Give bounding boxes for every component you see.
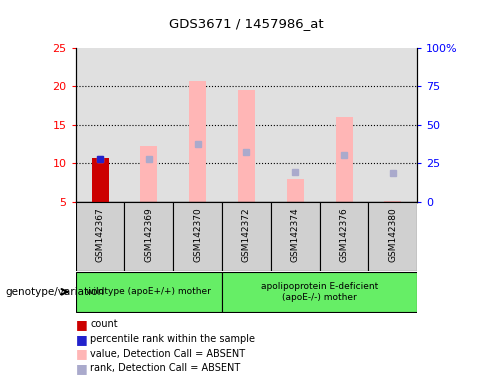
Bar xyxy=(76,48,124,202)
FancyBboxPatch shape xyxy=(173,202,222,271)
Bar xyxy=(336,117,353,202)
Text: GSM142372: GSM142372 xyxy=(242,207,251,262)
Bar xyxy=(320,48,368,202)
Text: apolipoprotein E-deficient
(apoE-/-) mother: apolipoprotein E-deficient (apoE-/-) mot… xyxy=(261,282,378,301)
FancyBboxPatch shape xyxy=(222,202,271,271)
Bar xyxy=(222,48,271,202)
Text: GSM142376: GSM142376 xyxy=(340,207,348,262)
Text: GSM142367: GSM142367 xyxy=(96,207,104,262)
Bar xyxy=(287,179,304,202)
Text: ■: ■ xyxy=(76,318,87,331)
Text: count: count xyxy=(90,319,118,329)
Bar xyxy=(189,81,206,202)
Bar xyxy=(271,48,320,202)
Bar xyxy=(141,146,158,202)
Bar xyxy=(173,48,222,202)
Bar xyxy=(368,48,417,202)
Text: wildtype (apoE+/+) mother: wildtype (apoE+/+) mother xyxy=(86,287,211,296)
Text: GDS3671 / 1457986_at: GDS3671 / 1457986_at xyxy=(169,17,324,30)
Bar xyxy=(124,48,173,202)
FancyBboxPatch shape xyxy=(271,202,320,271)
Bar xyxy=(238,90,255,202)
Text: GSM142370: GSM142370 xyxy=(193,207,202,262)
Text: genotype/variation: genotype/variation xyxy=(5,287,104,297)
FancyBboxPatch shape xyxy=(368,202,417,271)
Text: ■: ■ xyxy=(76,362,87,375)
Text: GSM142374: GSM142374 xyxy=(291,207,300,262)
FancyBboxPatch shape xyxy=(76,271,222,312)
Text: ■: ■ xyxy=(76,347,87,360)
Text: percentile rank within the sample: percentile rank within the sample xyxy=(90,334,255,344)
Bar xyxy=(92,158,108,202)
Text: ■: ■ xyxy=(76,333,87,346)
FancyBboxPatch shape xyxy=(124,202,173,271)
Text: rank, Detection Call = ABSENT: rank, Detection Call = ABSENT xyxy=(90,363,241,373)
Bar xyxy=(385,201,402,202)
FancyBboxPatch shape xyxy=(222,271,417,312)
FancyBboxPatch shape xyxy=(320,202,368,271)
FancyBboxPatch shape xyxy=(76,202,124,271)
Text: GSM142380: GSM142380 xyxy=(388,207,397,262)
Text: value, Detection Call = ABSENT: value, Detection Call = ABSENT xyxy=(90,349,245,359)
Text: GSM142369: GSM142369 xyxy=(144,207,153,262)
